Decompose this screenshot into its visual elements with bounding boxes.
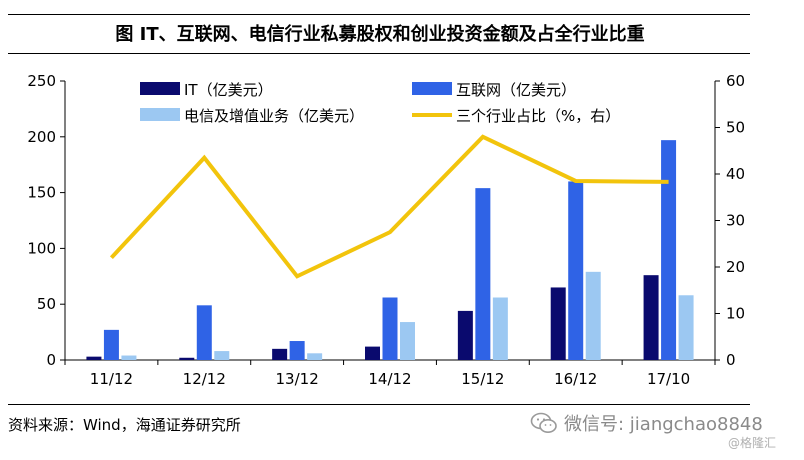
- legend-label: 三个行业占比（%，右）: [456, 107, 620, 125]
- bar: [214, 351, 230, 360]
- x-tick-label: 17/10: [647, 370, 690, 388]
- bar: [272, 348, 288, 360]
- legend-swatch: [412, 82, 452, 95]
- bar: [121, 355, 137, 360]
- legend-swatch: [140, 108, 180, 121]
- y-left-tick-label: 50: [37, 295, 56, 313]
- legend-label: 互联网（亿美元）: [456, 81, 576, 99]
- bar: [196, 305, 212, 360]
- bar: [365, 346, 380, 360]
- legend-swatch: [140, 82, 180, 95]
- source-note: 资料来源：Wind，海通证券研究所: [8, 416, 241, 434]
- bar: [289, 341, 305, 360]
- wechat-watermark: 微信号: jiangchao8848: [530, 410, 763, 436]
- bar: [382, 297, 398, 360]
- chart-title: 图 IT、互联网、电信行业私募股权和创业投资金额及占全行业比重: [115, 24, 645, 45]
- bar: [492, 297, 508, 360]
- y-right-tick-label: 50: [726, 119, 745, 137]
- bar: [643, 275, 659, 360]
- y-right-tick-label: 30: [726, 212, 745, 230]
- share-line-group: [109, 134, 669, 279]
- axes: 0 50 100 150 200 250 0 10 20 30 40 50 60 11/12 12/12 13…: [27, 72, 745, 388]
- bar: [568, 181, 584, 360]
- legend-label: IT（亿美元）: [184, 81, 273, 99]
- y-right-tick-label: 60: [726, 72, 745, 90]
- x-tick-label: 16/12: [554, 370, 597, 388]
- bar: [475, 188, 491, 360]
- bar: [86, 356, 102, 360]
- bar: [678, 295, 694, 360]
- x-tick-label: 14/12: [368, 370, 411, 388]
- x-tick-label: 15/12: [461, 370, 504, 388]
- y-right-tick-label: 40: [726, 165, 745, 183]
- y-right-tick-label: 20: [726, 258, 745, 276]
- y-left-tick-label: 150: [27, 184, 56, 202]
- bar: [550, 287, 566, 360]
- legend-label: 电信及增值业务（亿美元）: [184, 107, 364, 125]
- bar: [103, 329, 119, 360]
- bar: [457, 310, 473, 360]
- bar: [661, 140, 677, 360]
- y-left-tick-label: 200: [27, 128, 56, 146]
- top-rule: [8, 14, 750, 15]
- chart-area: 0 50 100 150 200 250 0 10 20 30 40 50 60 11/12 12/12 13…: [27, 72, 745, 388]
- x-tick-label: 12/12: [183, 370, 226, 388]
- brand-watermark: @格隆汇: [728, 436, 777, 450]
- x-tick-label: 13/12: [276, 370, 319, 388]
- y-right-tick-label: 10: [726, 305, 745, 323]
- legend: IT（亿美元） 互联网（亿美元） 电信及增值业务（亿美元） 三个行业占比（%，右）: [140, 81, 620, 125]
- x-tick-label: 11/12: [90, 370, 133, 388]
- y-right-tick-label: 0: [726, 351, 736, 369]
- share-line: [109, 134, 669, 279]
- wechat-id-text: 微信号: jiangchao8848: [564, 414, 763, 435]
- bar: [585, 271, 601, 360]
- bar: [400, 322, 415, 360]
- bar: [307, 353, 323, 360]
- title-rule: [8, 53, 750, 54]
- bars-group: [86, 140, 694, 360]
- source-rule: [8, 404, 750, 405]
- y-left-tick-label: 100: [27, 239, 56, 257]
- wechat-icon: [530, 412, 557, 433]
- bar: [179, 357, 195, 360]
- y-left-tick-label: 250: [27, 72, 56, 90]
- y-left-tick-label: 0: [46, 351, 56, 369]
